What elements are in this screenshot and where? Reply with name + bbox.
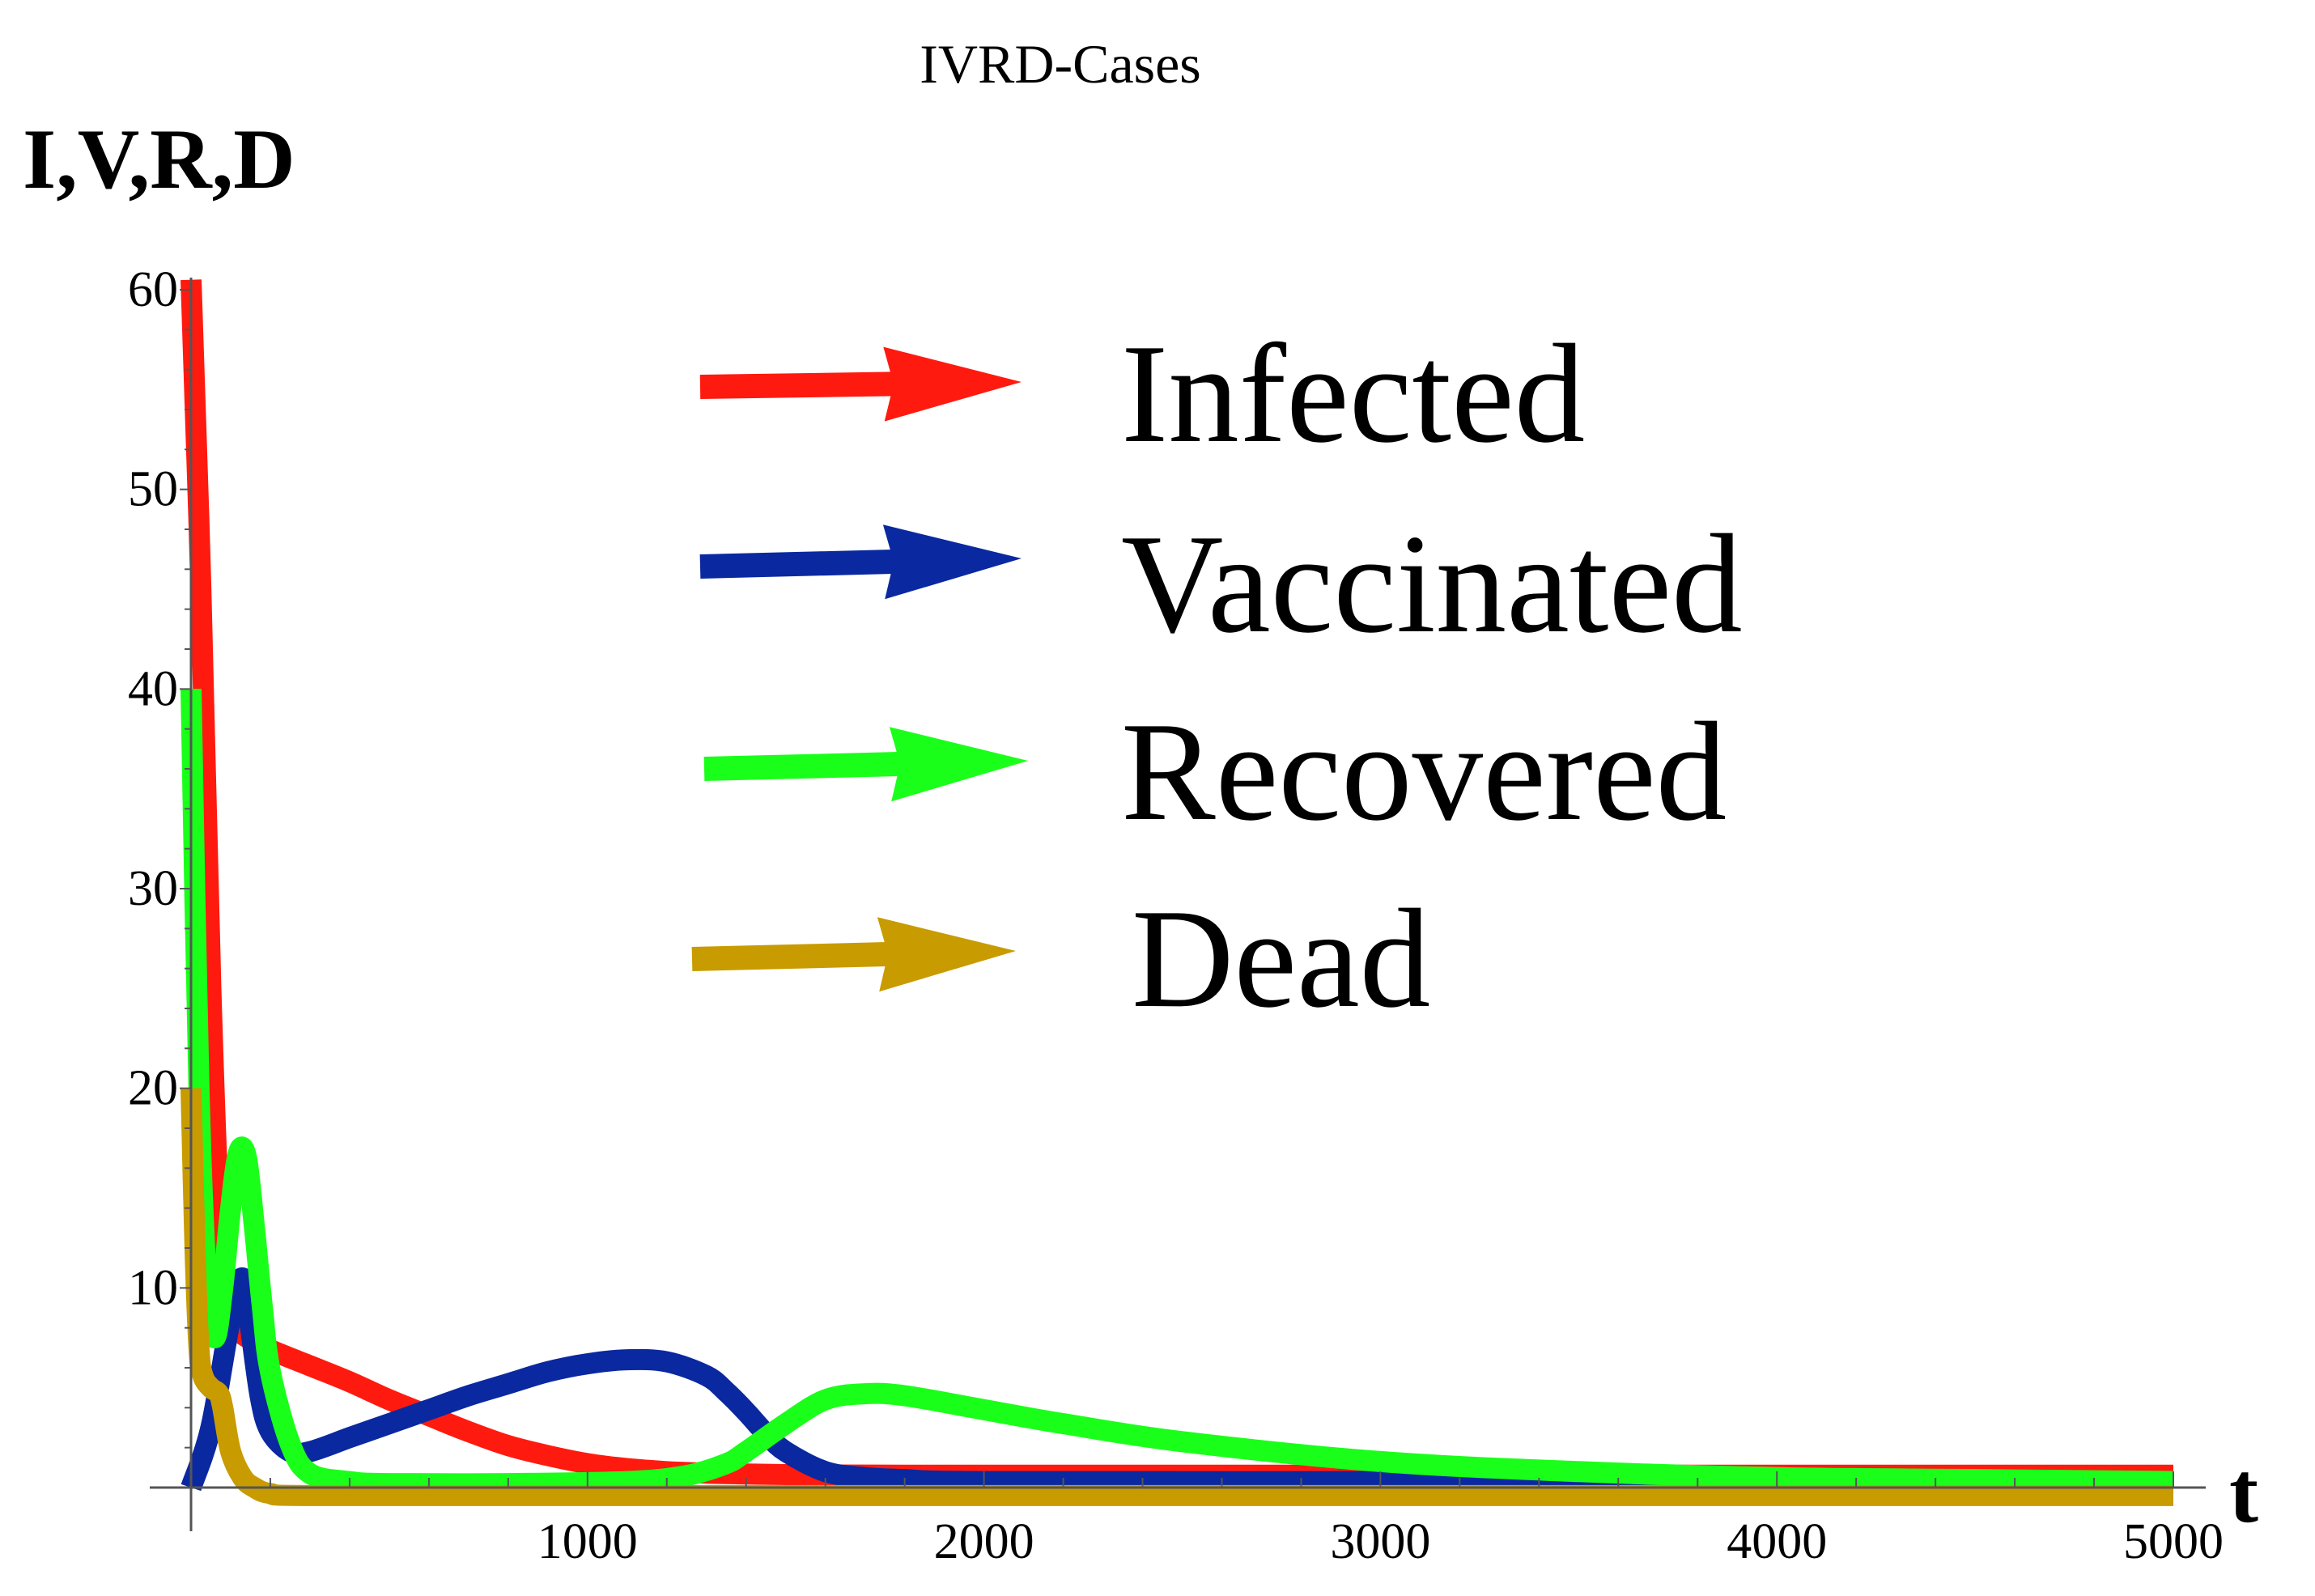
- legend-arrow-head: [882, 524, 1022, 600]
- y-tick-label: 50: [128, 462, 178, 517]
- x-tick-label: 3000: [1330, 1514, 1430, 1569]
- legend-arrow-shaft: [703, 751, 907, 781]
- legend-arrow-shaft: [699, 549, 901, 579]
- y-tick-label: 30: [128, 861, 178, 916]
- y-axis-label: I,V,R,D: [23, 112, 295, 206]
- legend-item-dead: Dead: [691, 880, 1430, 1037]
- x-tick-label: 1000: [537, 1514, 638, 1569]
- y-tick-label: 60: [128, 262, 178, 317]
- y-tick-label: 10: [128, 1260, 178, 1315]
- y-tick-label: 20: [128, 1061, 178, 1116]
- y-tick-label: 40: [128, 661, 178, 716]
- chart-title: IVRD-Cases: [920, 33, 1201, 95]
- legend-item-infected: Infected: [699, 315, 1585, 472]
- x-tick-label: 5000: [2123, 1514, 2224, 1569]
- legend-arrow-shaft: [691, 941, 895, 971]
- y-ticks: 10 20 30 40 50 60: [128, 262, 191, 1449]
- axes: 1000 2000 3000 4000 5000 10 20 30 40 50 60: [128, 262, 2224, 1569]
- legend-arrow-shaft: [699, 371, 901, 399]
- legend-label: Vaccinated: [1121, 505, 1743, 662]
- legend-label: Infected: [1121, 315, 1585, 472]
- legend-arrow-head: [889, 727, 1028, 802]
- x-ticks: 1000 2000 3000 4000 5000: [269, 1471, 2224, 1569]
- series-line-recovered: [181, 689, 2174, 1495]
- series-line-vaccinated: [181, 1267, 2173, 1492]
- legend-arrow-head: [877, 917, 1016, 992]
- legend-arrow-head: [883, 346, 1022, 422]
- legend-label: Dead: [1132, 880, 1430, 1037]
- series-line-dead: [181, 1088, 2173, 1507]
- x-tick-label: 2000: [934, 1514, 1034, 1569]
- x-axis-label: t: [2229, 1445, 2258, 1541]
- legend-label: Recovered: [1121, 693, 1727, 850]
- legend: Infected Vaccinated Recovered Dead: [691, 315, 1743, 1037]
- legend-item-recovered: Recovered: [703, 693, 1727, 850]
- plot-lines: [181, 279, 2174, 1507]
- x-tick-label: 4000: [1727, 1514, 1827, 1569]
- legend-item-vaccinated: Vaccinated: [699, 505, 1743, 662]
